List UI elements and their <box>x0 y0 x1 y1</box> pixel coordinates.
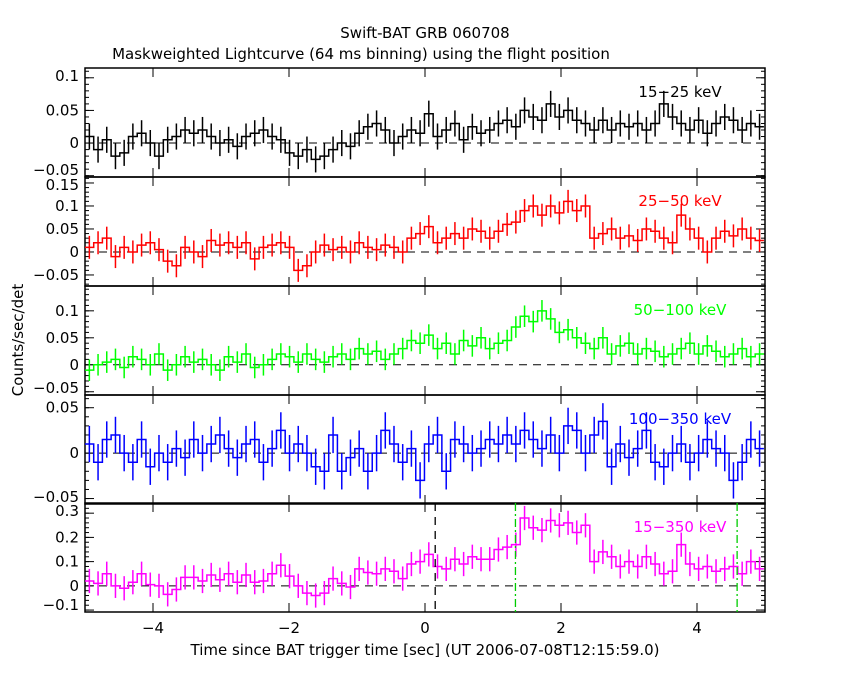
lightcurve-1 <box>85 200 764 272</box>
y-tick-label: 0.3 <box>55 502 79 520</box>
x-tick-label: 2 <box>556 619 566 637</box>
x-tick-label: 0 <box>420 619 430 637</box>
y-tick-label: 0 <box>69 356 79 374</box>
lightcurve-2 <box>85 310 764 371</box>
y-tick-label: 0 <box>69 243 79 261</box>
y-tick-label: 0.05 <box>46 220 79 238</box>
x-tick-label: −2 <box>278 619 300 637</box>
y-tick-label: 0.1 <box>55 302 79 320</box>
y-tick-label: −0.05 <box>33 488 79 506</box>
y-tick-label: 0.2 <box>55 528 79 546</box>
y-tick-label: 0.1 <box>55 67 79 85</box>
y-tick-label: 0.05 <box>46 101 79 119</box>
band-label: 15−350 keV <box>634 518 727 536</box>
lightcurve-3 <box>85 420 764 482</box>
y-tick-label: −0.1 <box>43 596 79 614</box>
panel-3: 0.05 0 −0.05 100−350 keV <box>33 394 766 506</box>
lightcurve-4 <box>85 517 764 597</box>
y-tick-label: 0.1 <box>55 197 79 215</box>
band-label: 15−25 keV <box>638 83 722 101</box>
panel-4: 0.3 0.2 0.1 0−0.1 15−350 keV <box>43 502 766 614</box>
y-tick-label: 0.05 <box>46 329 79 347</box>
x-tick-label: 4 <box>692 619 702 637</box>
y-tick-label: −0.05 <box>33 161 79 179</box>
chart-subtitle: Maskweighted Lightcurve (64 ms binning) … <box>112 45 610 63</box>
x-tick-label: −4 <box>142 619 164 637</box>
panel-0: 0.1 0.05 0 −0.05 15−25 keV <box>33 67 766 179</box>
y-tick-label: 0 <box>69 444 79 462</box>
lightcurve-0 <box>85 103 764 161</box>
y-tick-label: −0.05 <box>33 379 79 397</box>
panel-1: 0.15 0.1 0.05 0 −0.05 25−50 keV <box>33 176 766 287</box>
y-tick-label: 0 <box>69 577 79 595</box>
panel-2: 0.1 0.05 0 −0.05 50−100 keV <box>33 285 766 397</box>
y-tick-label: 0.15 <box>46 176 79 194</box>
band-label: 50−100 keV <box>634 301 727 319</box>
y-tick-label: 0 <box>69 134 79 152</box>
y-axis-label: Counts/sec/det <box>9 284 27 397</box>
band-label: 100−350 keV <box>629 410 732 428</box>
x-axis-label: Time since BAT trigger time [sec] (UT 20… <box>190 641 660 659</box>
y-tick-label: 0.1 <box>55 553 79 571</box>
chart-title: Swift-BAT GRB 060708 <box>340 24 509 42</box>
band-label: 25−50 keV <box>638 192 722 210</box>
y-tick-label: −0.05 <box>33 266 79 284</box>
y-tick-label: 0.05 <box>46 399 79 417</box>
